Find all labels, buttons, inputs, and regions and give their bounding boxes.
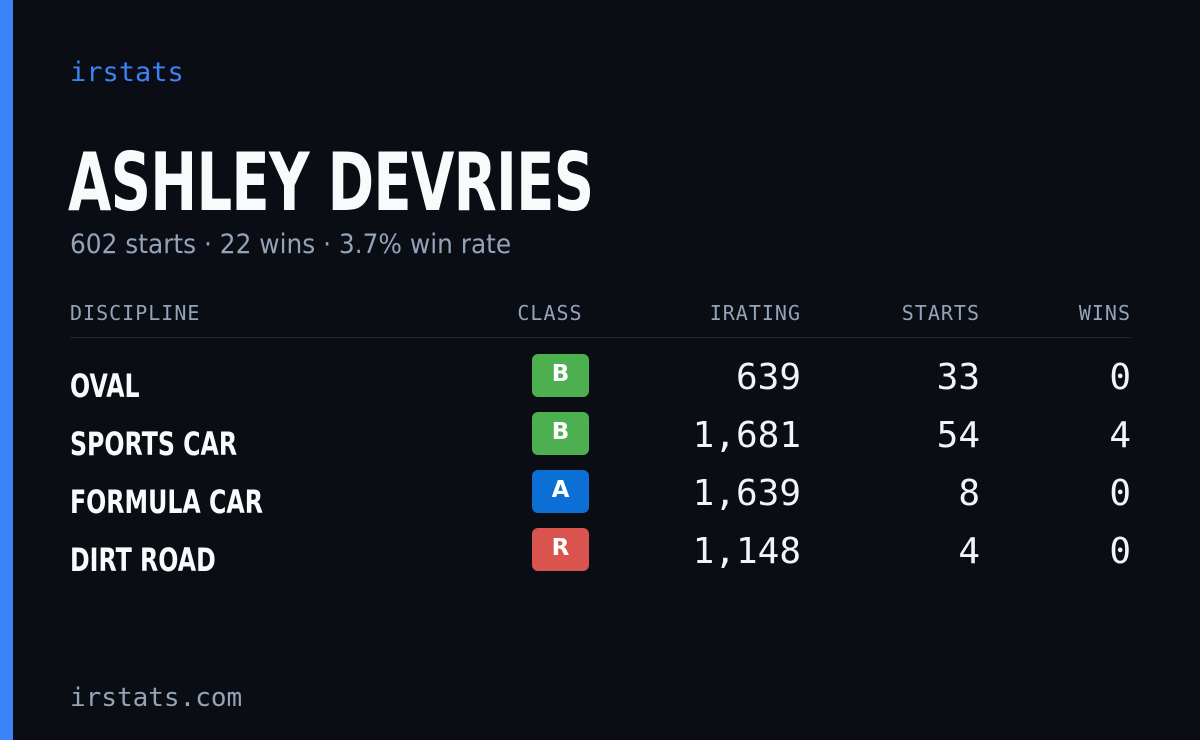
header-discipline: DISCIPLINE [70,301,201,325]
starts-value: 33 [936,357,980,398]
starts-value: 8 [958,473,980,514]
discipline-name: DIRT ROAD [70,541,216,579]
license-class-badge: B [532,354,589,397]
discipline-name: SPORTS CAR [70,425,238,463]
accent-bar [0,0,13,740]
table-row: DIRT ROAD R 1,148 4 0 [70,528,1131,586]
header-class: CLASS [517,301,583,325]
discipline-name: FORMULA CAR [70,483,263,521]
table-header: DISCIPLINE CLASS IRATING STARTS WINS [70,298,1131,338]
license-class-badge: A [532,470,589,513]
irating-value: 1,148 [692,531,801,572]
table-row: OVAL B 639 33 0 [70,354,1131,412]
footer-url: irstats.com [70,683,243,713]
wins-value: 0 [1109,357,1131,398]
license-class-badge: R [532,528,589,571]
driver-summary: 602 starts · 22 wins · 3.7% win rate [70,229,512,260]
wins-value: 0 [1109,473,1131,514]
header-wins: WINS [1078,301,1131,325]
stats-table: DISCIPLINE CLASS IRATING STARTS WINS OVA… [70,298,1131,586]
irating-value: 1,681 [692,415,801,456]
wins-value: 0 [1109,531,1131,572]
table-row: SPORTS CAR B 1,681 54 4 [70,412,1131,470]
starts-value: 54 [936,415,980,456]
wins-value: 4 [1109,415,1131,456]
irating-value: 1,639 [692,473,801,514]
starts-value: 4 [958,531,980,572]
header-irating: IRATING [709,301,801,325]
license-class-badge: B [532,412,589,455]
irating-value: 639 [735,357,801,398]
driver-name: ASHLEY DEVRIES [68,136,594,229]
table-row: FORMULA CAR A 1,639 8 0 [70,470,1131,528]
table-body: OVAL B 639 33 0 SPORTS CAR B 1,681 54 4 … [70,354,1131,586]
discipline-name: OVAL [70,367,140,405]
brand-logo: irstats [70,57,184,88]
header-starts: STARTS [901,301,980,325]
